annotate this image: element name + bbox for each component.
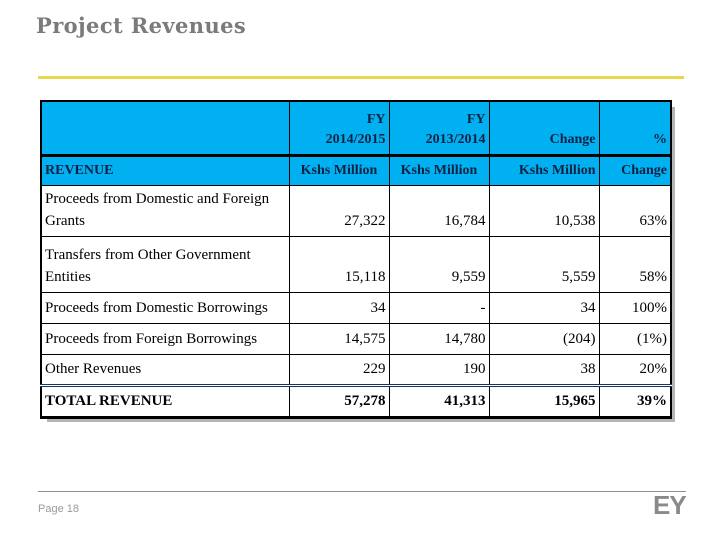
header-cell-change: Change bbox=[488, 100, 600, 157]
total-fy-2013-2014: 41,313 bbox=[388, 383, 490, 419]
header-cell-fy-2014-2015: FY 2014/2015 bbox=[288, 100, 390, 157]
header-row-units: REVENUE Kshs Million Kshs Million Kshs M… bbox=[40, 154, 672, 186]
cell-fy-2014-2015: 34 bbox=[288, 291, 390, 324]
cell-change: 10,538 bbox=[488, 184, 600, 237]
revenue-table: FY 2014/2015 FY 2013/2014 Change % REVEN… bbox=[40, 100, 672, 419]
header-cell-kshs-million-2: Kshs Million bbox=[388, 154, 490, 186]
row-label: Other Revenues bbox=[40, 353, 290, 386]
total-percent-change: 39% bbox=[598, 383, 672, 419]
header-cell-revenue: REVENUE bbox=[40, 154, 290, 186]
corner-cell bbox=[40, 100, 290, 157]
table-row-total-revenue: TOTAL REVENUE 57,278 41,313 15,965 39% bbox=[40, 383, 672, 419]
row-label: Transfers from Other Government Entities bbox=[40, 235, 290, 293]
total-fy-2014-2015: 57,278 bbox=[288, 383, 390, 419]
cell-change: 5,559 bbox=[488, 235, 600, 293]
table-row-grants: Proceeds from Domestic and Foreign Grant… bbox=[40, 184, 672, 237]
cell-fy-2014-2015: 229 bbox=[288, 353, 390, 386]
row-label: Proceeds from Foreign Borrowings bbox=[40, 322, 290, 355]
row-label: Proceeds from Domestic and Foreign Grant… bbox=[40, 184, 290, 237]
cell-fy-2013-2014: 9,559 bbox=[388, 235, 490, 293]
title-accent-rule bbox=[38, 76, 684, 79]
header-cell-fy-2013-2014: FY 2013/2014 bbox=[388, 100, 490, 157]
table-row-domestic-borrowings: Proceeds from Domestic Borrowings 34 - 3… bbox=[40, 291, 672, 324]
cell-fy-2013-2014: 14,780 bbox=[388, 322, 490, 355]
cell-percent-change: 20% bbox=[598, 353, 672, 386]
row-label: Proceeds from Domestic Borrowings bbox=[40, 291, 290, 324]
total-row-label: TOTAL REVENUE bbox=[40, 383, 290, 419]
cell-percent-change: 63% bbox=[598, 184, 672, 237]
header-cell-kshs-million-1: Kshs Million bbox=[288, 154, 390, 186]
cell-percent-change: 58% bbox=[598, 235, 672, 293]
header-row-fiscal-years: FY 2014/2015 FY 2013/2014 Change % bbox=[40, 100, 672, 157]
cell-fy-2013-2014: - bbox=[388, 291, 490, 324]
cell-fy-2014-2015: 27,322 bbox=[288, 184, 390, 237]
ey-logo: EY bbox=[653, 490, 687, 520]
cell-change: 34 bbox=[488, 291, 600, 324]
header-cell-kshs-million-3: Kshs Million bbox=[488, 154, 600, 186]
header-cell-percent-change: Change bbox=[598, 154, 672, 186]
table-row-transfers: Transfers from Other Government Entities… bbox=[40, 235, 672, 293]
page-number: Page 18 bbox=[38, 503, 79, 515]
revenue-table-container: FY 2014/2015 FY 2013/2014 Change % REVEN… bbox=[40, 100, 672, 419]
table-row-other-revenues: Other Revenues 229 190 38 20% bbox=[40, 353, 672, 386]
cell-percent-change: 100% bbox=[598, 291, 672, 324]
total-change: 15,965 bbox=[488, 383, 600, 419]
header-cell-percent: % bbox=[598, 100, 672, 157]
table-row-foreign-borrowings: Proceeds from Foreign Borrowings 14,575 … bbox=[40, 322, 672, 355]
cell-fy-2013-2014: 16,784 bbox=[388, 184, 490, 237]
cell-fy-2014-2015: 15,118 bbox=[288, 235, 390, 293]
footer-divider bbox=[38, 491, 686, 492]
cell-fy-2014-2015: 14,575 bbox=[288, 322, 390, 355]
cell-fy-2013-2014: 190 bbox=[388, 353, 490, 386]
cell-change: 38 bbox=[488, 353, 600, 386]
slide-title: Project Revenues bbox=[36, 13, 247, 38]
cell-percent-change: (1%) bbox=[598, 322, 672, 355]
cell-change: (204) bbox=[488, 322, 600, 355]
